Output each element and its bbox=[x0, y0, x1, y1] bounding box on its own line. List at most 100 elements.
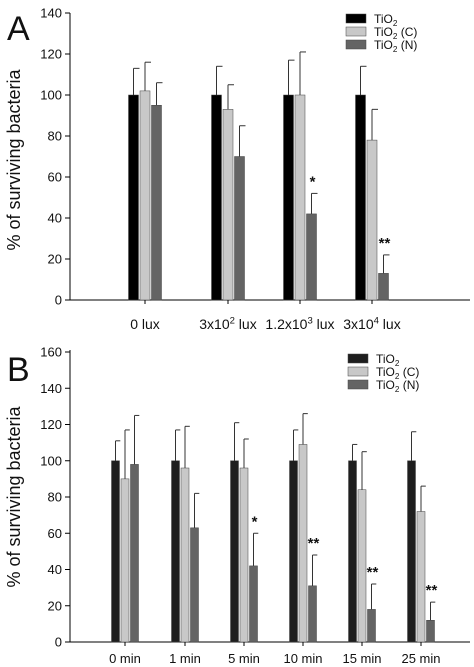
legend-label-part: TiO bbox=[376, 352, 395, 366]
legend-label-part: 2 bbox=[395, 359, 400, 368]
x-tick-label: 0 min bbox=[109, 651, 141, 666]
bar bbox=[308, 585, 317, 643]
bar bbox=[355, 94, 366, 301]
x-tick-label-part: 0 min bbox=[109, 651, 141, 666]
x-tick-label: 0 lux bbox=[130, 316, 160, 332]
legend-label-part: TiO bbox=[374, 25, 393, 39]
x-tick-label-part: 3 bbox=[307, 315, 312, 326]
bar bbox=[348, 460, 357, 643]
bar bbox=[249, 565, 258, 643]
bar bbox=[171, 460, 180, 643]
legend-label-part: 2 bbox=[393, 19, 398, 28]
x-tick-label-part: 3x10 bbox=[343, 316, 374, 332]
x-tick-label: 25 min bbox=[401, 651, 440, 666]
y-tick-label: 20 bbox=[48, 598, 62, 613]
y-tick-label: 0 bbox=[55, 293, 62, 308]
legend-label-part: (C) bbox=[397, 25, 417, 39]
bar bbox=[416, 511, 426, 643]
bar bbox=[357, 489, 367, 643]
legend-label: TiO2 (N) bbox=[376, 378, 419, 394]
chart-panel-a: A 0 20 40 60 80 100 120 140 % of surviving bacter… bbox=[4, 6, 470, 332]
legend-label-part: 2 bbox=[395, 372, 400, 381]
bar bbox=[130, 464, 139, 643]
y-tick-label: 40 bbox=[48, 562, 62, 577]
y-tick-label: 120 bbox=[40, 417, 62, 432]
bar bbox=[294, 94, 306, 301]
legend-label-part: TiO bbox=[376, 365, 395, 379]
x-tick-label-part: lux bbox=[235, 316, 257, 332]
bar bbox=[426, 620, 435, 643]
significance-marker: * bbox=[252, 513, 258, 530]
bar bbox=[407, 460, 416, 643]
y-tick-label: 100 bbox=[40, 453, 62, 468]
bar bbox=[234, 156, 245, 301]
x-tick-label: 3x104 lux bbox=[343, 315, 400, 332]
legend-label-part: 2 bbox=[393, 32, 398, 41]
bar bbox=[120, 478, 130, 643]
y-tick-label: 40 bbox=[48, 211, 62, 226]
x-tick-label: 1 min bbox=[169, 651, 201, 666]
bar bbox=[239, 467, 249, 643]
legend-label-part: TiO bbox=[374, 38, 393, 52]
bar bbox=[211, 94, 222, 301]
y-tick-label: 140 bbox=[40, 381, 62, 396]
bar bbox=[190, 527, 199, 643]
x-tick-label-part: 3x10 bbox=[199, 316, 230, 332]
y-tick-label: 160 bbox=[40, 345, 62, 360]
legend-swatch bbox=[345, 26, 367, 37]
y-tick-label: 20 bbox=[48, 252, 62, 267]
y-axis-label: % of surviving bacteria bbox=[4, 405, 24, 587]
x-tick-label-part: 1 min bbox=[169, 651, 201, 666]
bar bbox=[283, 94, 294, 301]
panel-label: B bbox=[7, 351, 30, 389]
bar bbox=[222, 109, 234, 301]
bar bbox=[230, 460, 239, 643]
bar bbox=[306, 213, 317, 301]
x-tick-label-part: lux bbox=[313, 316, 335, 332]
x-tick-label: 10 min bbox=[283, 651, 322, 666]
y-tick-label: 60 bbox=[48, 170, 62, 185]
bar bbox=[151, 105, 162, 301]
x-tick-label-part: 0 lux bbox=[130, 316, 160, 332]
legend-label: TiO2 bbox=[374, 12, 398, 28]
chart-panel-b: B 0 20 40 60 80 100 120 140 160 % of surviving bac… bbox=[4, 345, 470, 666]
legend-label: TiO2 (N) bbox=[374, 38, 417, 54]
bar bbox=[378, 273, 389, 301]
y-tick-label: 80 bbox=[48, 490, 62, 505]
bar bbox=[298, 444, 308, 643]
legend-label-part: TiO bbox=[376, 378, 395, 392]
bar bbox=[367, 609, 376, 643]
significance-marker: * bbox=[310, 173, 316, 190]
y-tick-label: 140 bbox=[40, 6, 62, 21]
bar bbox=[180, 467, 190, 643]
bar bbox=[289, 460, 298, 643]
legend-label: TiO2 bbox=[376, 352, 400, 368]
legend-label-part: 2 bbox=[393, 45, 398, 54]
y-tick-label: 120 bbox=[40, 47, 62, 62]
legend-label: TiO2 (C) bbox=[374, 25, 417, 41]
panel-label: A bbox=[7, 10, 30, 48]
x-tick-label-part: 10 min bbox=[283, 651, 322, 666]
x-tick-label-part: 1.2x10 bbox=[265, 316, 307, 332]
y-tick-label: 100 bbox=[40, 88, 62, 103]
bar bbox=[128, 94, 139, 301]
x-tick-label-part: 2 bbox=[230, 315, 235, 326]
y-tick-label: 60 bbox=[48, 526, 62, 541]
significance-marker: ** bbox=[308, 535, 320, 552]
x-tick-label: 5 min bbox=[228, 651, 260, 666]
y-axis-label: % of surviving bacteria bbox=[4, 68, 24, 250]
x-tick-label-part: 15 min bbox=[342, 651, 381, 666]
x-tick-label: 15 min bbox=[342, 651, 381, 666]
significance-marker: ** bbox=[426, 582, 438, 599]
legend-label-part: 2 bbox=[395, 385, 400, 394]
x-tick-label: 1.2x103 lux bbox=[265, 315, 334, 332]
y-tick-label: 80 bbox=[48, 129, 62, 144]
legend-swatch bbox=[347, 366, 369, 377]
x-tick-label: 3x102 lux bbox=[199, 315, 256, 332]
legend-label-part: (N) bbox=[399, 378, 419, 392]
x-tick-label-part: lux bbox=[379, 316, 401, 332]
legend-label-part: TiO bbox=[374, 12, 393, 26]
significance-marker: ** bbox=[379, 235, 391, 252]
